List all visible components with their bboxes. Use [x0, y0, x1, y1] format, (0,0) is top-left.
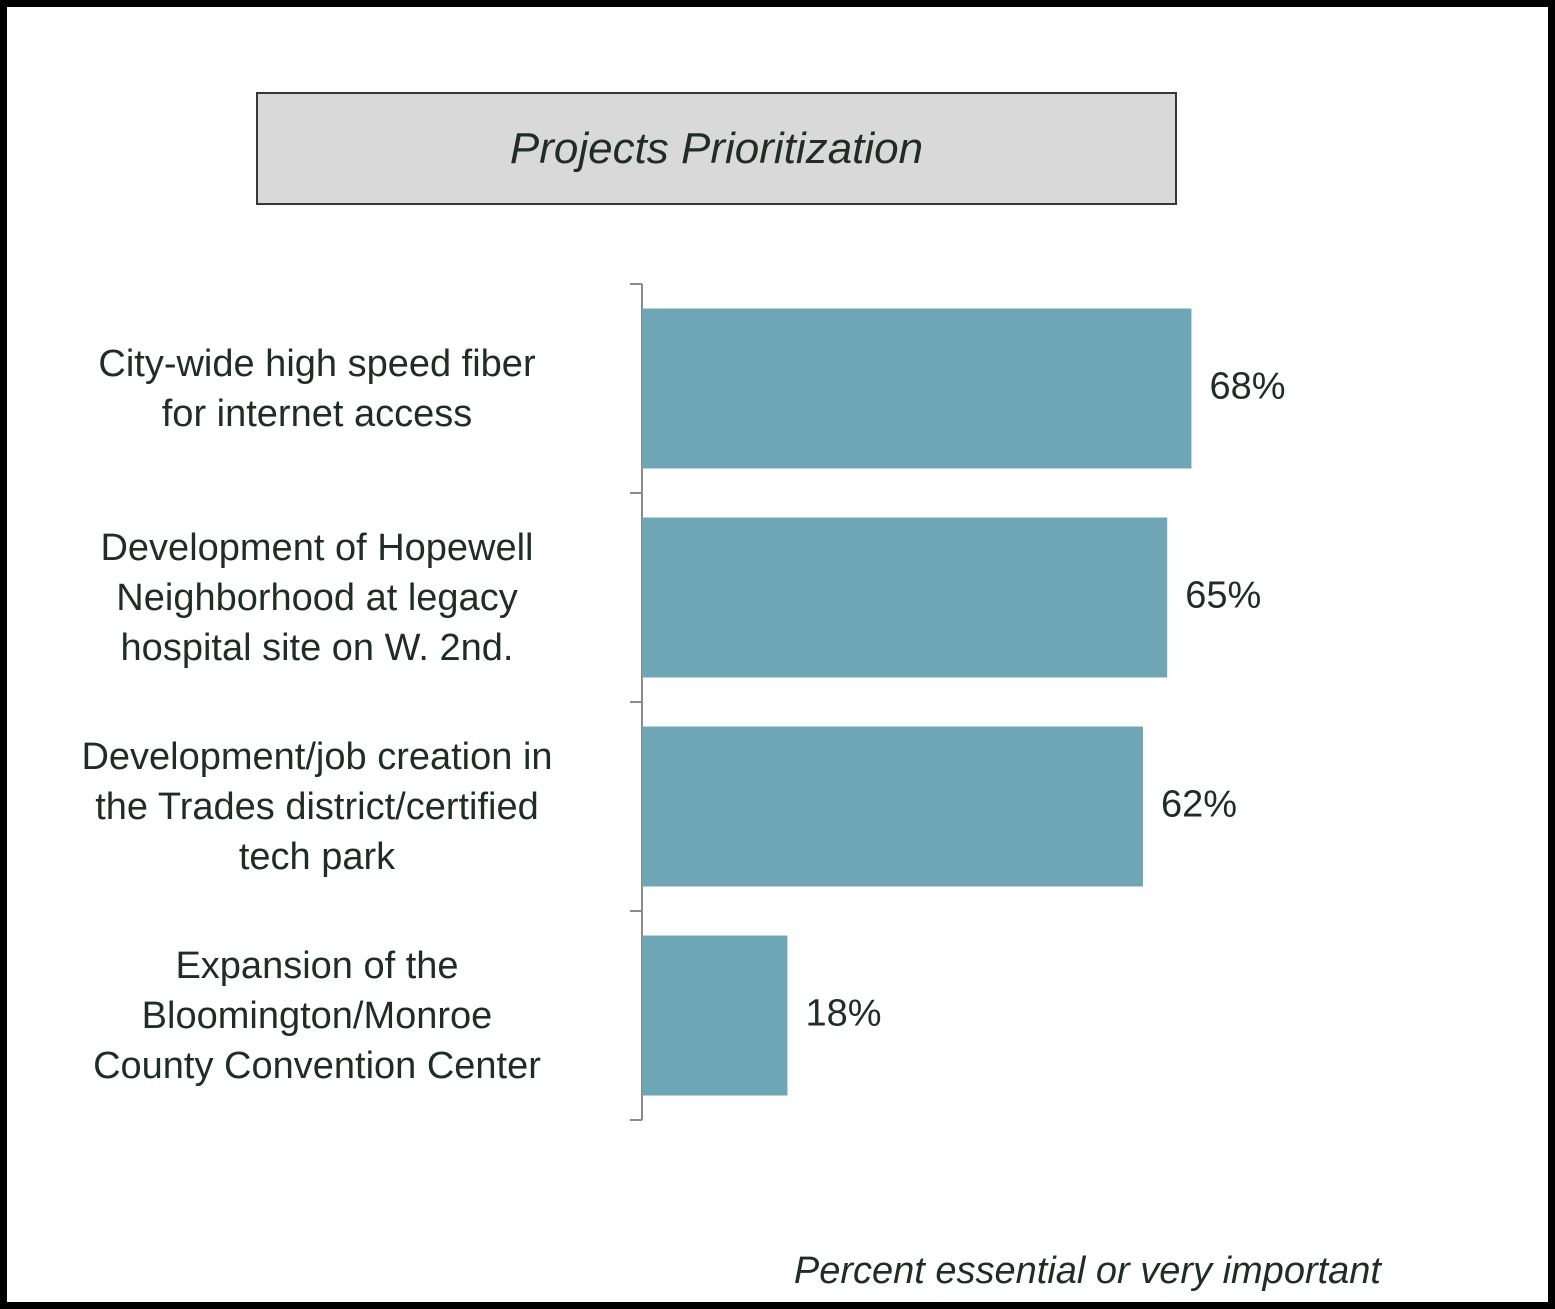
category-label-line: for internet access	[161, 392, 473, 435]
bar-value-label: 62%	[1161, 784, 1237, 826]
category-label: Development of Hopewell Neighborhood at l…	[27, 523, 607, 673]
category-label-line: Expansion of the	[175, 944, 459, 987]
category-label-line: tech park	[238, 835, 396, 878]
category-label-line: Development of Hopewell	[100, 526, 534, 569]
chart-title: Projects Prioritization	[509, 123, 924, 173]
category-label: City-wide high speed fiber for internet a…	[27, 339, 607, 439]
category-label: Expansion of the Bloomington/Monroe County…	[27, 941, 607, 1091]
chart-title-box: Projects Prioritization	[256, 92, 1177, 205]
bar	[642, 308, 1192, 469]
bar	[642, 517, 1168, 678]
category-label-line: City-wide high speed fiber	[98, 342, 536, 385]
bar-value-label: 18%	[805, 993, 881, 1035]
bar	[642, 935, 788, 1096]
category-label-line: hospital site on W. 2nd.	[120, 626, 514, 669]
bar	[642, 726, 1143, 887]
bar-value-label: 65%	[1185, 575, 1261, 617]
category-label: Development/job creation in the Trades di…	[27, 732, 607, 882]
category-label-line: the Trades district/certified	[95, 785, 539, 828]
axis-caption: Percent essential or very important	[793, 1250, 1381, 1292]
category-label-line: Neighborhood at legacy	[116, 576, 518, 619]
bar-chart: 68% 65% 62% 18%	[630, 283, 1286, 1121]
category-label-line: Development/job creation in	[81, 735, 553, 778]
category-label-line: County Convention Center	[93, 1044, 541, 1087]
bar-value-label: 68%	[1209, 366, 1285, 408]
category-label-line: Bloomington/Monroe	[141, 994, 493, 1037]
